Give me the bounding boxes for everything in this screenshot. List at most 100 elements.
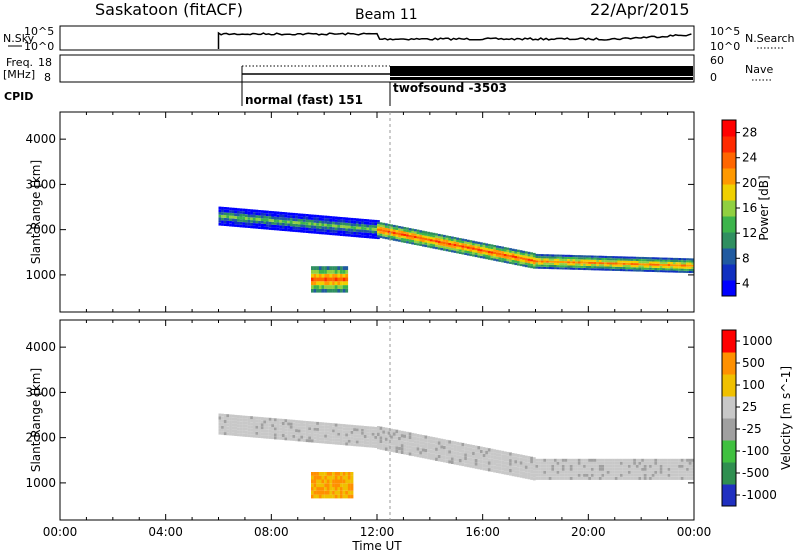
data-cell <box>532 477 536 481</box>
data-cell <box>651 263 655 266</box>
data-cell <box>538 467 541 471</box>
data-cell <box>456 445 459 449</box>
data-cell <box>334 423 338 427</box>
data-cell <box>229 420 232 424</box>
data-cell <box>263 420 267 424</box>
data-cell <box>231 213 235 216</box>
data-cell <box>350 479 354 484</box>
data-cell <box>321 270 325 274</box>
data-cell <box>289 431 293 435</box>
data-cell <box>316 424 319 428</box>
data-cell <box>622 258 626 261</box>
data-cell <box>226 218 230 221</box>
data-cell <box>675 270 679 273</box>
data-cell <box>424 435 428 439</box>
data-cell <box>237 221 240 225</box>
data-cell <box>538 266 541 269</box>
data-cell <box>416 434 420 438</box>
data-cell <box>347 494 351 499</box>
data-cell <box>305 222 309 225</box>
data-cell <box>289 428 293 432</box>
data-cell <box>400 430 404 435</box>
colorbar-tick-label: 500 <box>742 356 765 370</box>
data-cell <box>678 476 681 480</box>
data-cell <box>654 476 658 480</box>
data-cell <box>239 415 243 419</box>
data-cell <box>535 470 539 474</box>
data-cell <box>458 449 462 453</box>
data-cell <box>350 427 354 431</box>
data-cell <box>628 473 631 477</box>
data-cell <box>292 431 296 435</box>
data-cell <box>324 218 327 221</box>
data-cell <box>657 263 660 266</box>
data-cell <box>495 453 499 457</box>
data-cell <box>295 221 298 224</box>
data-cell <box>564 263 568 266</box>
data-cell <box>564 464 568 468</box>
data-cell <box>649 259 652 262</box>
data-cell <box>506 461 510 466</box>
data-cell <box>575 476 578 480</box>
data-cell <box>342 225 346 228</box>
data-cell <box>519 252 523 255</box>
data-cell <box>509 469 512 473</box>
data-cell <box>664 259 668 262</box>
data-cell <box>683 473 687 477</box>
data-cell <box>517 467 520 471</box>
data-cell <box>487 451 491 455</box>
colorbar-swatch <box>722 216 736 233</box>
data-cell <box>675 264 679 267</box>
data-cell <box>620 256 623 259</box>
data-cell <box>453 461 457 465</box>
nave-trace-base <box>390 77 693 80</box>
data-cell <box>575 263 578 266</box>
data-cell <box>419 441 423 445</box>
data-cell <box>490 448 494 452</box>
data-cell <box>509 452 512 456</box>
data-cell <box>680 476 684 480</box>
data-cell <box>421 435 425 439</box>
data-cell <box>511 255 515 258</box>
data-cell <box>469 451 473 455</box>
data-cell <box>345 273 349 278</box>
data-cell <box>340 225 343 228</box>
data-cell <box>408 241 412 244</box>
data-cell <box>276 227 280 231</box>
data-cell <box>622 476 626 480</box>
data-cell <box>564 254 568 257</box>
data-cell <box>514 470 518 474</box>
data-cell <box>398 430 401 434</box>
data-cell <box>400 237 404 241</box>
data-cell <box>691 461 695 465</box>
data-cell <box>392 442 396 446</box>
data-cell <box>361 224 364 227</box>
data-cell <box>324 479 327 484</box>
data-cell <box>353 431 356 435</box>
colorbar-tick-label: 8 <box>742 251 750 265</box>
data-cell <box>358 431 362 435</box>
data-cell <box>321 483 325 488</box>
data-cell <box>583 263 586 266</box>
data-cell <box>585 458 589 462</box>
data-cell <box>440 245 444 248</box>
data-cell <box>649 464 652 468</box>
data-cell <box>625 467 629 471</box>
data-cell <box>480 463 483 467</box>
data-cell <box>369 432 372 436</box>
data-cell <box>398 440 401 444</box>
data-cell <box>527 469 531 473</box>
data-cell <box>519 461 523 465</box>
data-cell <box>509 257 512 260</box>
data-cell <box>234 423 238 427</box>
data-cell <box>588 470 592 474</box>
data-cell <box>591 264 594 267</box>
data-cell <box>321 220 325 224</box>
data-cell <box>345 285 349 289</box>
velocity-colorbar-frame <box>721 329 737 507</box>
data-cell <box>332 270 335 274</box>
data-cell <box>390 448 393 452</box>
data-cell <box>244 222 248 226</box>
data-cell <box>604 268 607 271</box>
data-cell <box>218 220 222 223</box>
